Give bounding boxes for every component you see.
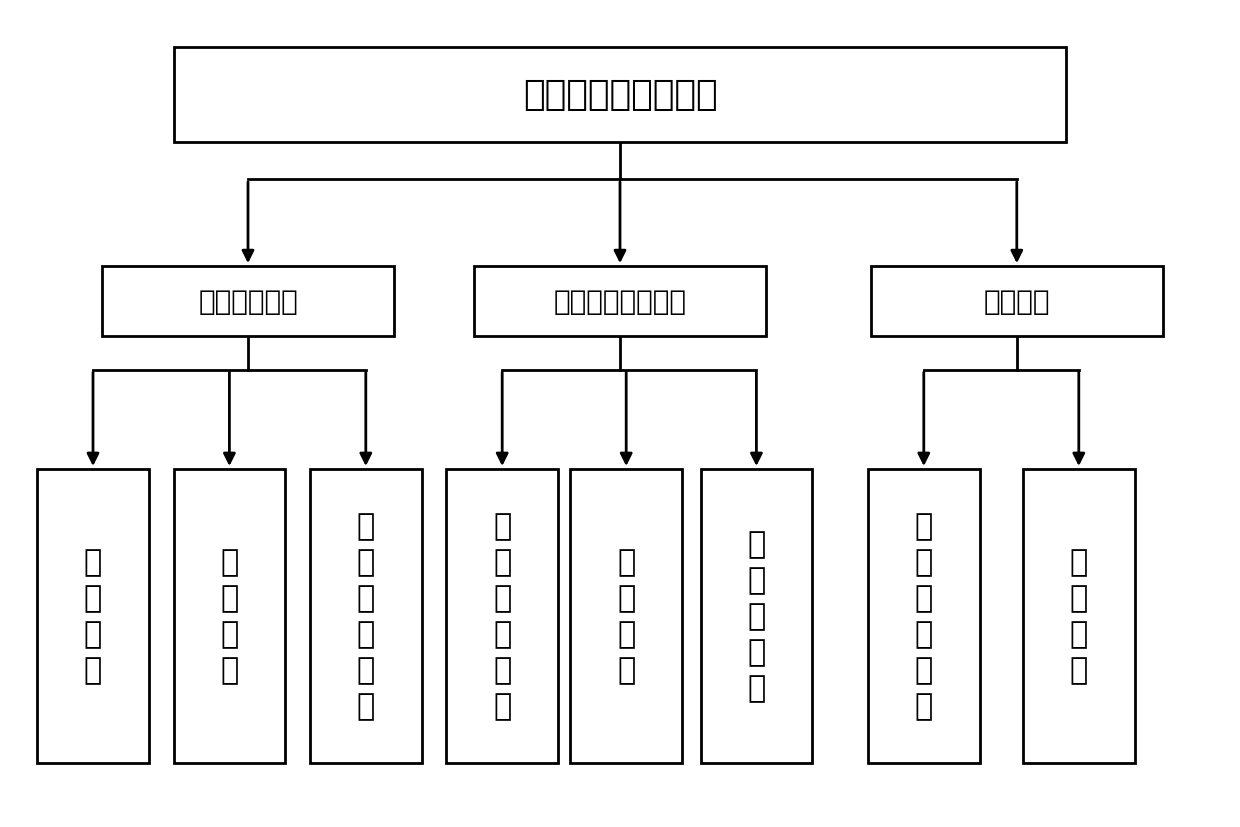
Bar: [37, 470, 149, 762]
Bar: [868, 470, 980, 762]
Text: 横
移
机
构: 横 移 机 构: [84, 547, 102, 685]
Bar: [446, 470, 558, 762]
Bar: [310, 470, 422, 762]
Bar: [474, 266, 765, 337]
Bar: [1023, 470, 1135, 762]
Bar: [570, 470, 682, 762]
Bar: [701, 470, 812, 762]
Text: 停车平台模块控制: 停车平台模块控制: [553, 288, 687, 316]
Bar: [870, 266, 1163, 337]
Text: 升
降
换
向
机
构: 升 降 换 向 机 构: [357, 512, 374, 720]
Text: 载车模块控制: 载车模块控制: [198, 288, 298, 316]
Text: 升降装置: 升降装置: [983, 288, 1050, 316]
Text: 平
台
行
走
机
构: 平 台 行 走 机 构: [494, 512, 511, 720]
Bar: [103, 266, 394, 337]
Text: 锁
紧
机
构: 锁 紧 机 构: [618, 547, 635, 685]
Text: 预
停
车
模
块: 预 停 车 模 块: [748, 530, 765, 702]
Bar: [174, 470, 285, 762]
Text: 提
升
机
构: 提 升 机 构: [1070, 547, 1087, 685]
Text: 纵
移
机
构: 纵 移 机 构: [221, 547, 238, 685]
Bar: [174, 47, 1066, 142]
Text: 立体停车库控制系统: 立体停车库控制系统: [523, 78, 717, 112]
Text: 升
降
输
送
模
块: 升 降 输 送 模 块: [915, 512, 932, 720]
